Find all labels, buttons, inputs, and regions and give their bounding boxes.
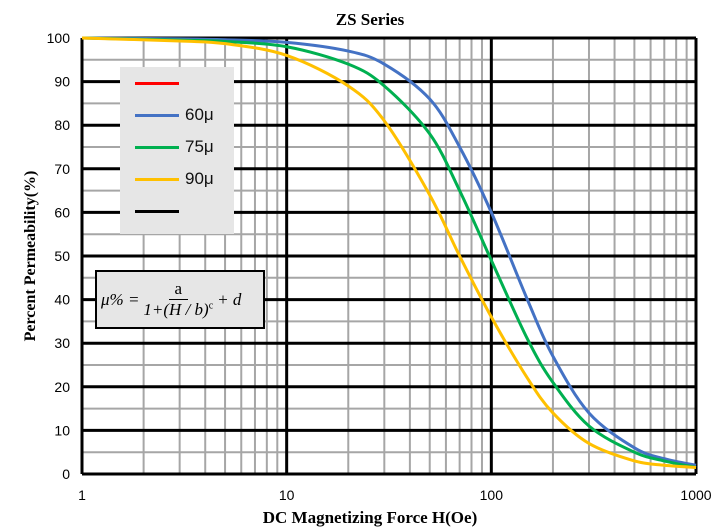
legend-swatch [135, 209, 179, 213]
y-tick-label: 80 [54, 117, 70, 133]
series-line-90μ [81, 36, 697, 469]
legend-item [135, 73, 185, 93]
legend-swatch [135, 177, 179, 181]
y-tick-label: 30 [54, 335, 70, 351]
formula-fraction: a 1+(H / b)c [143, 279, 213, 320]
x-tick-label: 100 [480, 487, 504, 503]
y-tick-label: 20 [54, 379, 70, 395]
y-tick-label: 100 [47, 30, 71, 46]
formula-exponent: c [208, 300, 214, 312]
legend-swatch [135, 81, 179, 85]
y-tick-label: 10 [54, 422, 70, 438]
x-tick-label: 1 [78, 487, 86, 503]
legend-label: 75μ [185, 137, 214, 156]
series-line-60μ [81, 36, 697, 467]
y-tick-label: 40 [54, 292, 70, 308]
y-tick-label: 70 [54, 161, 70, 177]
legend-label: 60μ [185, 105, 214, 124]
legend-item [135, 201, 185, 221]
x-axis-label: DC Magnetizing Force H(Oe) [263, 508, 477, 527]
chart-title: ZS Series [336, 10, 405, 29]
formula-denominator: 1+(H / b)c [143, 300, 213, 320]
x-tick-label: 1000 [680, 487, 711, 503]
legend-swatch [135, 113, 179, 117]
legend-label: 90μ [185, 169, 214, 188]
legend: 60μ 75μ 90μ [120, 67, 234, 234]
y-axis-label: Percent Permeability(%) [22, 171, 39, 342]
y-tick-label: 50 [54, 248, 70, 264]
formula-den-text: 1+(H / b) [143, 300, 209, 319]
formula-box: μ% = a 1+(H / b)c + d [95, 270, 265, 329]
legend-item: 90μ [135, 169, 214, 189]
x-tick-label: 10 [279, 487, 295, 503]
legend-item: 75μ [135, 137, 214, 157]
y-tick-label: 60 [54, 204, 70, 220]
legend-swatch [135, 145, 179, 149]
series-line-75μ [81, 36, 697, 469]
formula-lhs: μ% = [101, 289, 140, 309]
legend-item: 60μ [135, 105, 214, 125]
formula-numerator: a [168, 279, 189, 300]
y-tick-label: 90 [54, 74, 70, 90]
y-tick-label: 0 [62, 466, 70, 482]
formula-tail: + d [217, 289, 242, 309]
